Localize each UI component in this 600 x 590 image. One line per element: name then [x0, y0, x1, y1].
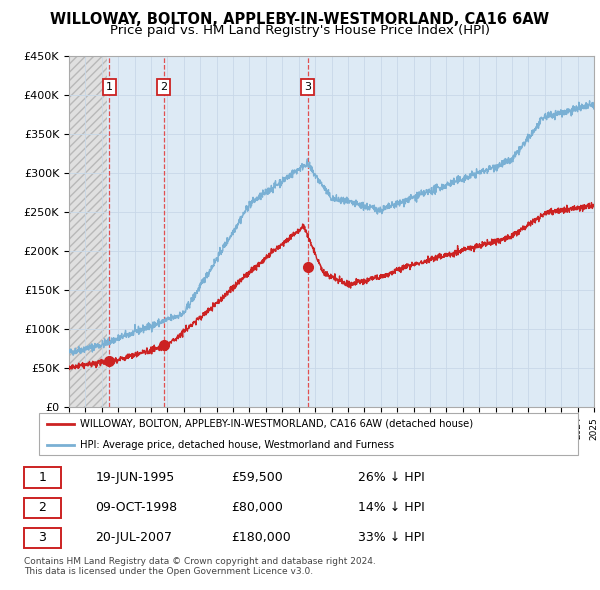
Text: £80,000: £80,000 [231, 501, 283, 514]
Text: 20-JUL-2007: 20-JUL-2007 [95, 532, 173, 545]
Text: 1: 1 [38, 471, 46, 484]
Text: Contains HM Land Registry data © Crown copyright and database right 2024.
This d: Contains HM Land Registry data © Crown c… [24, 557, 376, 576]
FancyBboxPatch shape [39, 413, 578, 455]
Text: 09-OCT-1998: 09-OCT-1998 [95, 501, 178, 514]
Text: 3: 3 [304, 82, 311, 92]
Text: 2: 2 [38, 501, 46, 514]
Text: 26% ↓ HPI: 26% ↓ HPI [358, 471, 424, 484]
Text: Price paid vs. HM Land Registry's House Price Index (HPI): Price paid vs. HM Land Registry's House … [110, 24, 490, 37]
Text: 14% ↓ HPI: 14% ↓ HPI [358, 501, 424, 514]
Text: £180,000: £180,000 [231, 532, 290, 545]
FancyBboxPatch shape [23, 528, 61, 548]
Text: 19-JUN-1995: 19-JUN-1995 [95, 471, 175, 484]
Text: HPI: Average price, detached house, Westmorland and Furness: HPI: Average price, detached house, West… [80, 440, 394, 450]
Text: WILLOWAY, BOLTON, APPLEBY-IN-WESTMORLAND, CA16 6AW (detached house): WILLOWAY, BOLTON, APPLEBY-IN-WESTMORLAND… [80, 419, 473, 429]
Text: WILLOWAY, BOLTON, APPLEBY-IN-WESTMORLAND, CA16 6AW: WILLOWAY, BOLTON, APPLEBY-IN-WESTMORLAND… [50, 12, 550, 27]
FancyBboxPatch shape [23, 467, 61, 487]
FancyBboxPatch shape [23, 497, 61, 518]
Text: 33% ↓ HPI: 33% ↓ HPI [358, 532, 424, 545]
Bar [69, 56, 107, 407]
Text: 2: 2 [160, 82, 167, 92]
Text: 1: 1 [106, 82, 113, 92]
Text: £59,500: £59,500 [231, 471, 283, 484]
Text: 3: 3 [38, 532, 46, 545]
